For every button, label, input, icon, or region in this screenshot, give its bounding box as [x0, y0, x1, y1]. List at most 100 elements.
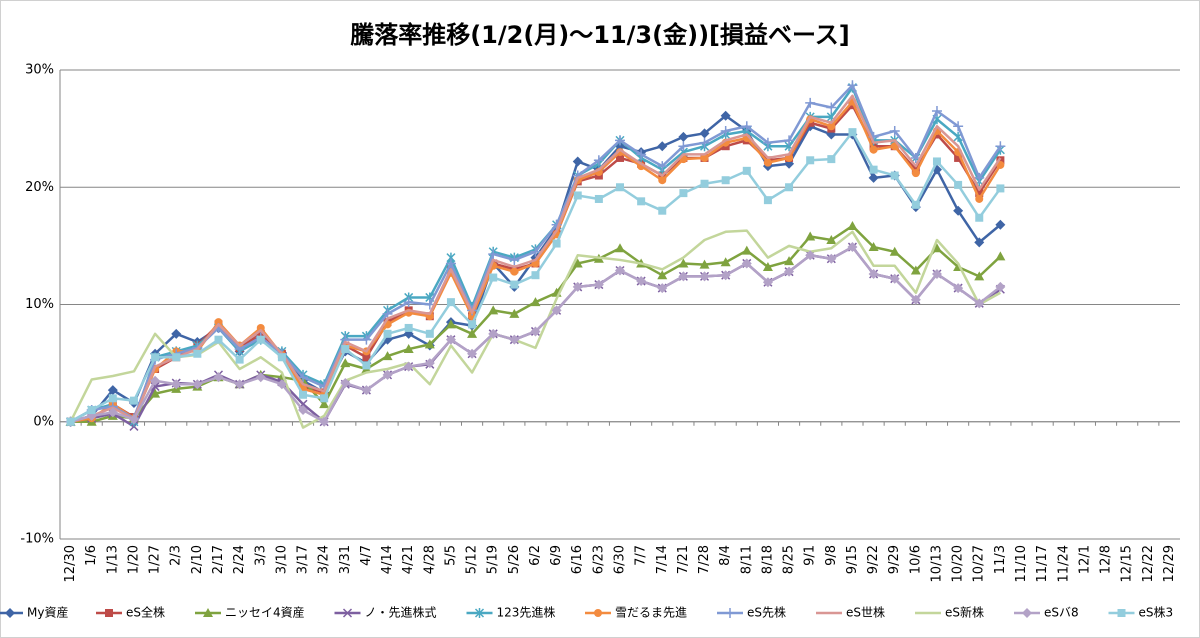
marker	[171, 328, 182, 339]
marker	[361, 385, 372, 396]
marker	[467, 328, 478, 338]
marker	[699, 259, 710, 269]
marker	[383, 329, 392, 338]
x-tick-label: 6/9	[549, 545, 564, 566]
marker	[953, 121, 964, 132]
legend-label: eS株3	[1139, 605, 1174, 620]
marker	[256, 335, 265, 344]
marker	[805, 250, 816, 261]
marker	[150, 375, 161, 386]
marker	[954, 180, 963, 189]
marker	[234, 379, 245, 390]
marker	[468, 320, 477, 329]
marker	[911, 169, 920, 178]
x-tick-label: 9/8	[824, 545, 839, 566]
legend-label: 123先進株	[497, 605, 556, 620]
marker	[995, 251, 1006, 261]
x-tick-label: 6/16	[570, 545, 585, 574]
marker	[150, 388, 161, 398]
marker	[954, 153, 963, 162]
marker	[1117, 609, 1126, 617]
marker	[616, 183, 624, 192]
marker	[425, 329, 434, 338]
x-tick-label: 3/17	[296, 545, 311, 574]
marker	[214, 335, 223, 344]
x-tick-label: 7/7	[634, 545, 649, 566]
marker	[192, 379, 203, 390]
marker	[996, 184, 1005, 193]
marker	[678, 131, 689, 142]
marker	[382, 351, 393, 361]
marker	[403, 297, 414, 308]
marker	[679, 189, 688, 198]
x-tick-label: 8/11	[739, 545, 754, 574]
marker	[995, 141, 1006, 152]
marker	[975, 194, 984, 203]
x-tick-label: 12/30	[63, 545, 78, 582]
marker	[128, 414, 139, 425]
marker	[510, 267, 519, 276]
marker	[361, 334, 372, 345]
marker	[827, 155, 836, 164]
x-tick-label: 6/30	[613, 545, 628, 574]
marker	[974, 298, 985, 309]
marker	[572, 156, 583, 167]
marker	[107, 407, 118, 418]
x-tick-label: 10/20	[951, 545, 966, 582]
marker	[995, 281, 1006, 292]
x-tick-label: 1/27	[148, 545, 163, 574]
series	[65, 242, 1006, 427]
marker	[931, 106, 942, 117]
x-tick-label: 10/6	[908, 545, 923, 574]
marker	[762, 261, 773, 271]
marker	[474, 608, 485, 618]
y-tick-label: 30%	[25, 63, 54, 78]
x-tick-label: 4/21	[401, 545, 416, 574]
marker	[342, 608, 353, 618]
x-tick-label: 6/23	[591, 545, 606, 574]
marker	[235, 355, 244, 364]
marker	[827, 122, 836, 131]
marker	[593, 155, 604, 166]
marker	[868, 269, 879, 280]
marker	[445, 334, 456, 345]
marker	[467, 348, 478, 359]
x-tick-label: 1/20	[126, 545, 141, 574]
legend-label: eS世株	[846, 605, 885, 620]
marker	[531, 271, 540, 280]
marker	[699, 137, 710, 148]
marker	[594, 194, 603, 203]
marker	[488, 249, 499, 260]
marker	[1022, 608, 1032, 618]
x-tick-label: 12/29	[1162, 545, 1177, 582]
marker	[868, 172, 879, 183]
marker	[889, 273, 900, 284]
marker	[298, 372, 309, 383]
marker	[214, 318, 223, 327]
marker	[530, 297, 541, 307]
marker	[616, 153, 624, 162]
marker	[657, 161, 668, 172]
marker	[869, 145, 878, 154]
legend-label: eS全株	[126, 605, 165, 620]
marker	[931, 269, 942, 280]
marker	[889, 125, 900, 136]
marker	[700, 179, 709, 188]
marker	[742, 166, 751, 175]
marker	[975, 189, 984, 198]
marker	[741, 245, 752, 255]
marker	[636, 149, 647, 160]
marker	[362, 353, 371, 362]
x-tick-label: 12/15	[1120, 545, 1135, 582]
x-tick-label: 11/17	[1035, 545, 1050, 582]
marker	[403, 361, 414, 372]
marker	[996, 156, 1005, 165]
x-tick-label: 10/27	[972, 545, 987, 582]
legend-label: eSバ8	[1044, 606, 1079, 620]
marker	[805, 97, 816, 108]
x-tick-label: 5/5	[443, 545, 458, 566]
marker	[276, 379, 287, 390]
x-tick-label: 11/24	[1056, 545, 1071, 582]
marker	[572, 258, 583, 268]
x-tick-label: 8/25	[782, 545, 797, 574]
